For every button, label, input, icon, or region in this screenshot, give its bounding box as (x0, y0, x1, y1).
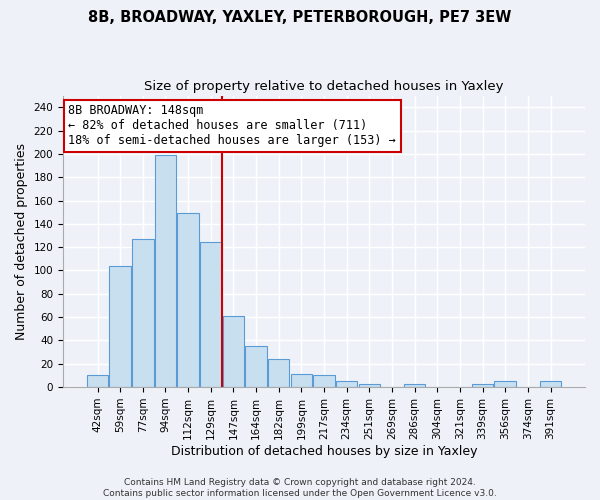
Bar (472, 384, 493, 387)
Bar (359, 384, 380, 387)
Y-axis label: Number of detached properties: Number of detached properties (15, 143, 28, 340)
Bar (540, 382, 561, 387)
Bar (87, 376, 108, 387)
Title: Size of property relative to detached houses in Yaxley: Size of property relative to detached ho… (144, 80, 504, 93)
Bar (109, 266, 131, 387)
Bar (178, 214, 199, 387)
Bar (200, 242, 221, 387)
Bar (313, 376, 335, 387)
Text: Contains HM Land Registry data © Crown copyright and database right 2024.
Contai: Contains HM Land Registry data © Crown c… (103, 478, 497, 498)
Text: 8B BROADWAY: 148sqm
← 82% of detached houses are smaller (711)
18% of semi-detac: 8B BROADWAY: 148sqm ← 82% of detached ho… (68, 104, 396, 148)
Bar (404, 384, 425, 387)
X-axis label: Distribution of detached houses by size in Yaxley: Distribution of detached houses by size … (171, 444, 477, 458)
Bar (132, 239, 154, 387)
Bar (268, 359, 289, 387)
Bar (245, 346, 267, 387)
Bar (223, 316, 244, 387)
Bar (290, 374, 312, 387)
Bar (155, 155, 176, 387)
Bar (336, 382, 358, 387)
Bar (494, 382, 516, 387)
Text: 8B, BROADWAY, YAXLEY, PETERBOROUGH, PE7 3EW: 8B, BROADWAY, YAXLEY, PETERBOROUGH, PE7 … (88, 10, 512, 25)
